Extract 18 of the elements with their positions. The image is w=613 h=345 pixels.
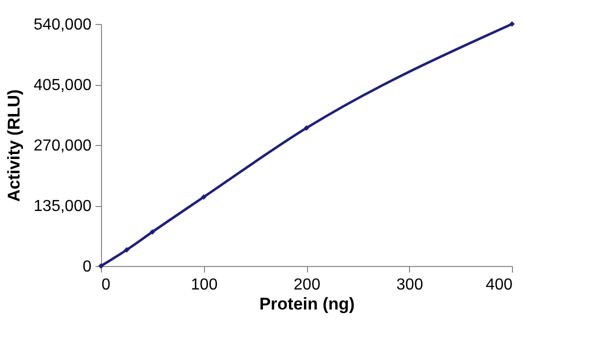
point: [304, 125, 310, 131]
point: [201, 194, 206, 200]
point: [124, 247, 130, 253]
y-tick-label: 135,000: [34, 198, 92, 215]
x-tick-label: 200: [294, 276, 320, 294]
point: [98, 263, 104, 269]
x-tick-label: 300: [396, 276, 424, 294]
x-tick-label: 400: [486, 276, 513, 294]
y-tick-label: 540,000: [34, 16, 92, 34]
y-tick-label: 270,000: [34, 138, 92, 154]
y-tick-label: 0: [82, 258, 92, 276]
x-tick-label: 0: [102, 276, 110, 294]
x-tick-label: 100: [190, 276, 218, 294]
x-axis-title: Protein (ng): [259, 294, 355, 314]
y-axis-title: Activity (RLU): [4, 89, 24, 202]
point: [509, 21, 515, 27]
y-tick-label: 405,000: [34, 77, 92, 94]
point: [150, 229, 156, 235]
